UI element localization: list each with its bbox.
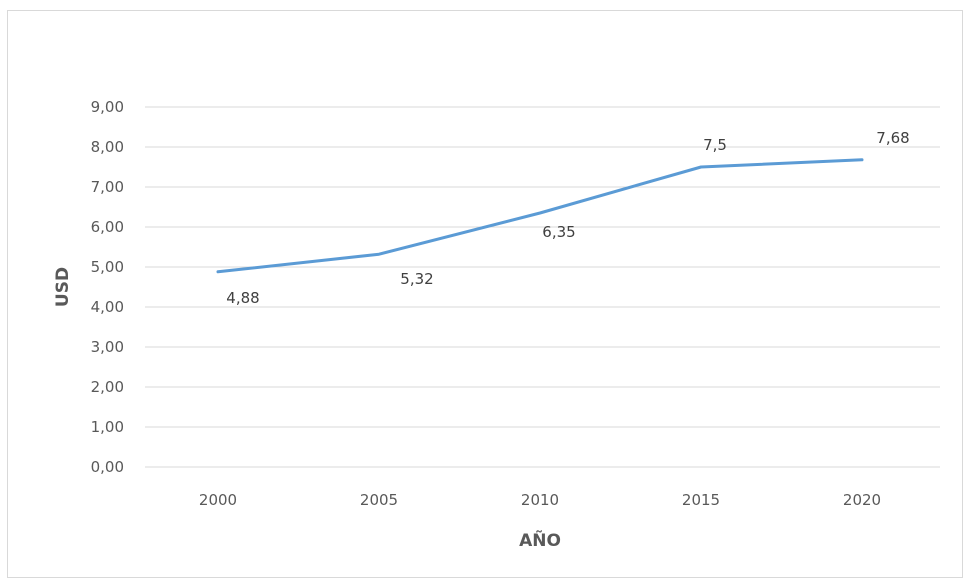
- gridlines: [145, 106, 940, 468]
- x-tick-label: 2010: [521, 491, 559, 509]
- y-tick-labels: 0,00 1,00 2,00 3,00 4,00 5,00 6,00 7,00 8,00 9,00: [91, 98, 124, 476]
- series-lines: [216, 158, 864, 274]
- chart-frame: [7, 10, 963, 578]
- y-tick-label: 6,00: [91, 218, 124, 236]
- y-axis-title: USD: [53, 267, 73, 307]
- y-tick-label: 5,00: [91, 258, 124, 276]
- x-tick-label: 2000: [199, 491, 237, 509]
- data-labels: 4,88 5,32 6,35 7,5 7,68: [226, 129, 909, 307]
- x-axis-title: AÑO: [519, 528, 561, 551]
- y-tick-label: 0,00: [91, 458, 124, 476]
- data-label: 4,88: [226, 289, 259, 307]
- y-tick-label: 3,00: [91, 338, 124, 356]
- x-tick-labels: 2000 2005 2010 2015 2020: [199, 491, 881, 509]
- data-label: 7,68: [876, 129, 909, 147]
- x-tick-label: 2020: [843, 491, 881, 509]
- y-tick-label: 2,00: [91, 378, 124, 396]
- data-label: 6,35: [542, 223, 575, 241]
- data-label: 7,5: [703, 136, 727, 154]
- x-tick-label: 2005: [360, 491, 398, 509]
- y-tick-label: 7,00: [91, 178, 124, 196]
- y-tick-label: 4,00: [91, 298, 124, 316]
- y-tick-label: 8,00: [91, 138, 124, 156]
- series-line: [216, 158, 864, 274]
- y-tick-label: 9,00: [91, 98, 124, 116]
- x-tick-label: 2015: [682, 491, 720, 509]
- data-label: 5,32: [400, 270, 433, 288]
- y-tick-label: 1,00: [91, 418, 124, 436]
